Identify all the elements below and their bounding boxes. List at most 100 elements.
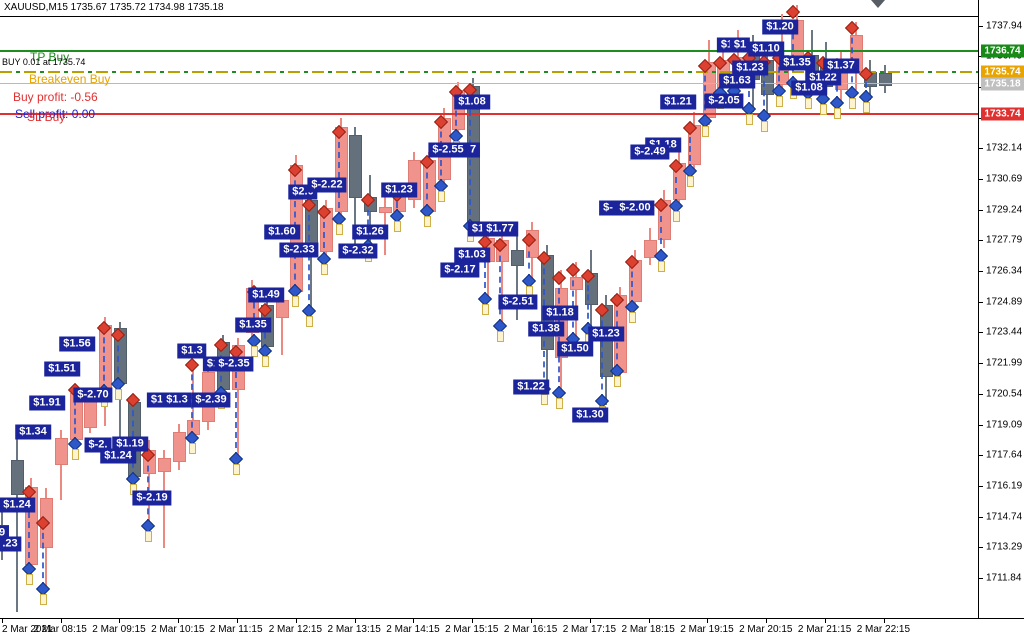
order-flag-icon[interactable] <box>145 531 152 542</box>
order-flag-icon[interactable] <box>658 261 665 272</box>
trade-profit-label[interactable]: $-2.55 <box>428 142 468 158</box>
order-flag-icon[interactable] <box>189 443 196 454</box>
trade-profit-label[interactable]: $-2.05 <box>704 93 744 109</box>
trade-connector-line[interactable] <box>778 58 780 90</box>
trade-profit-label[interactable]: $- <box>599 200 617 216</box>
trade-connector-line[interactable] <box>367 200 369 245</box>
trade-connector-line[interactable] <box>469 90 471 225</box>
trade-profit-label[interactable]: $-2.22 <box>307 177 347 193</box>
order-flag-icon[interactable] <box>336 224 343 235</box>
breakeven-line[interactable] <box>0 71 978 74</box>
trade-profit-label[interactable]: $1.3 <box>162 392 192 408</box>
trade-profit-label[interactable]: $-2.39 <box>191 392 231 408</box>
trade-profit-label[interactable]: 7 <box>465 142 481 158</box>
order-flag-icon[interactable] <box>26 574 33 585</box>
trade-profit-label[interactable]: $1.35 <box>235 317 271 333</box>
trade-profit-label[interactable]: $1.60 <box>264 224 300 240</box>
trade-profit-label[interactable]: $1.77 <box>482 221 518 237</box>
order-flag-icon[interactable] <box>805 98 812 109</box>
trade-connector-line[interactable] <box>660 205 662 255</box>
trade-connector-line[interactable] <box>117 335 119 383</box>
trade-profit-label[interactable]: $1.56 <box>59 336 95 352</box>
trade-profit-label[interactable]: $1.23 <box>381 182 417 198</box>
chart-plot-area[interactable]: $1.24 9.23 $1.34 $1.91 $1.51 $1.56 $-2.70 $-2. $… <box>0 0 978 618</box>
trade-connector-line[interactable] <box>865 74 867 96</box>
trade-profit-label[interactable]: $-2.33 <box>279 242 319 258</box>
trade-connector-line[interactable] <box>792 12 794 82</box>
trade-connector-line[interactable] <box>572 270 574 338</box>
order-flag-icon[interactable] <box>702 126 709 137</box>
trade-connector-line[interactable] <box>587 276 589 328</box>
order-flag-icon[interactable] <box>673 211 680 222</box>
sl-buy-line[interactable] <box>0 113 978 116</box>
trade-profit-label[interactable]: $1.34 <box>15 424 51 440</box>
trade-profit-label[interactable]: $1.23 <box>588 326 624 342</box>
trade-profit-label[interactable]: $1.24 <box>100 448 136 464</box>
trade-profit-label[interactable]: 9 <box>0 525 10 541</box>
price-axis[interactable]: 1737.941736.491735.041733.591732.141730.… <box>978 0 1024 618</box>
order-flag-icon[interactable] <box>306 316 313 327</box>
trade-profit-label[interactable]: $1.08 <box>791 80 827 96</box>
trade-profit-label[interactable]: $1 <box>146 392 168 408</box>
trade-profit-label[interactable]: $-2.49 <box>630 144 670 160</box>
order-flag-icon[interactable] <box>482 304 489 315</box>
trade-profit-label[interactable]: $1.38 <box>528 321 564 337</box>
order-flag-icon[interactable] <box>820 104 827 115</box>
trade-profit-label[interactable]: $1.19 <box>112 436 148 452</box>
trade-profit-label[interactable]: $1.26 <box>352 224 388 240</box>
trade-connector-line[interactable] <box>103 328 105 390</box>
trade-profit-label[interactable]: $1.30 <box>572 407 608 423</box>
order-flag-icon[interactable] <box>438 191 445 202</box>
trade-profit-label[interactable]: $1 <box>729 37 751 53</box>
trade-connector-line[interactable] <box>484 242 486 298</box>
trade-connector-line[interactable] <box>42 523 44 588</box>
trade-connector-line[interactable] <box>147 455 149 525</box>
tp-buy-line[interactable] <box>0 49 978 52</box>
trade-connector-line[interactable] <box>675 166 677 205</box>
order-flag-icon[interactable] <box>72 449 79 460</box>
order-flag-icon[interactable] <box>251 346 258 357</box>
trade-connector-line[interactable] <box>601 310 603 400</box>
order-flag-icon[interactable] <box>614 376 621 387</box>
trade-connector-line[interactable] <box>74 390 76 443</box>
trade-connector-line[interactable] <box>704 66 706 120</box>
order-flag-icon[interactable] <box>863 102 870 113</box>
trade-connector-line[interactable] <box>28 492 30 568</box>
order-flag-icon[interactable] <box>687 176 694 187</box>
trade-profit-label[interactable]: $1.22 <box>513 379 549 395</box>
trade-connector-line[interactable] <box>253 292 255 340</box>
trade-profit-label[interactable]: .23 <box>0 536 22 552</box>
trade-profit-label[interactable]: $1.49 <box>248 287 284 303</box>
trade-profit-label[interactable]: $1.63 <box>719 73 755 89</box>
order-flag-icon[interactable] <box>834 108 841 119</box>
trade-connector-line[interactable] <box>308 205 310 310</box>
trade-profit-label[interactable]: $1.37 <box>823 58 859 74</box>
order-flag-icon[interactable] <box>262 356 269 367</box>
trade-connector-line[interactable] <box>323 212 325 258</box>
trade-connector-line[interactable] <box>689 128 691 170</box>
order-flag-icon[interactable] <box>394 221 401 232</box>
trade-profit-label[interactable]: $-2.17 <box>440 262 480 278</box>
trade-profit-label[interactable]: $1.50 <box>557 341 593 357</box>
order-flag-icon[interactable] <box>776 96 783 107</box>
trade-profit-label[interactable]: $1.10 <box>748 41 784 57</box>
trade-connector-line[interactable] <box>396 195 398 215</box>
trade-connector-line[interactable] <box>528 240 530 280</box>
trade-profit-label[interactable]: $1.3 <box>177 343 207 359</box>
bid-line[interactable] <box>0 83 978 85</box>
trade-profit-label[interactable]: $1.20 <box>762 19 798 35</box>
trade-profit-label[interactable]: $1.03 <box>454 247 490 263</box>
order-flag-icon[interactable] <box>115 389 122 400</box>
trade-connector-line[interactable] <box>763 62 765 115</box>
trade-profit-label[interactable]: $-2.35 <box>214 356 254 372</box>
trade-connector-line[interactable] <box>455 92 457 135</box>
trade-connector-line[interactable] <box>235 352 237 458</box>
trade-profit-label[interactable]: $1.18 <box>542 305 578 321</box>
trade-connector-line[interactable] <box>631 262 633 306</box>
order-flag-icon[interactable] <box>746 114 753 125</box>
trade-profit-label[interactable]: $1.21 <box>660 94 696 110</box>
time-axis[interactable]: 2 Mar 2021 2 Mar 08:15 2 Mar 09:15 2 Mar 10… <box>0 618 1024 641</box>
trade-profit-label[interactable]: $1.91 <box>29 395 65 411</box>
order-flag-icon[interactable] <box>761 121 768 132</box>
trade-profit-label[interactable]: $-2.51 <box>498 294 538 310</box>
